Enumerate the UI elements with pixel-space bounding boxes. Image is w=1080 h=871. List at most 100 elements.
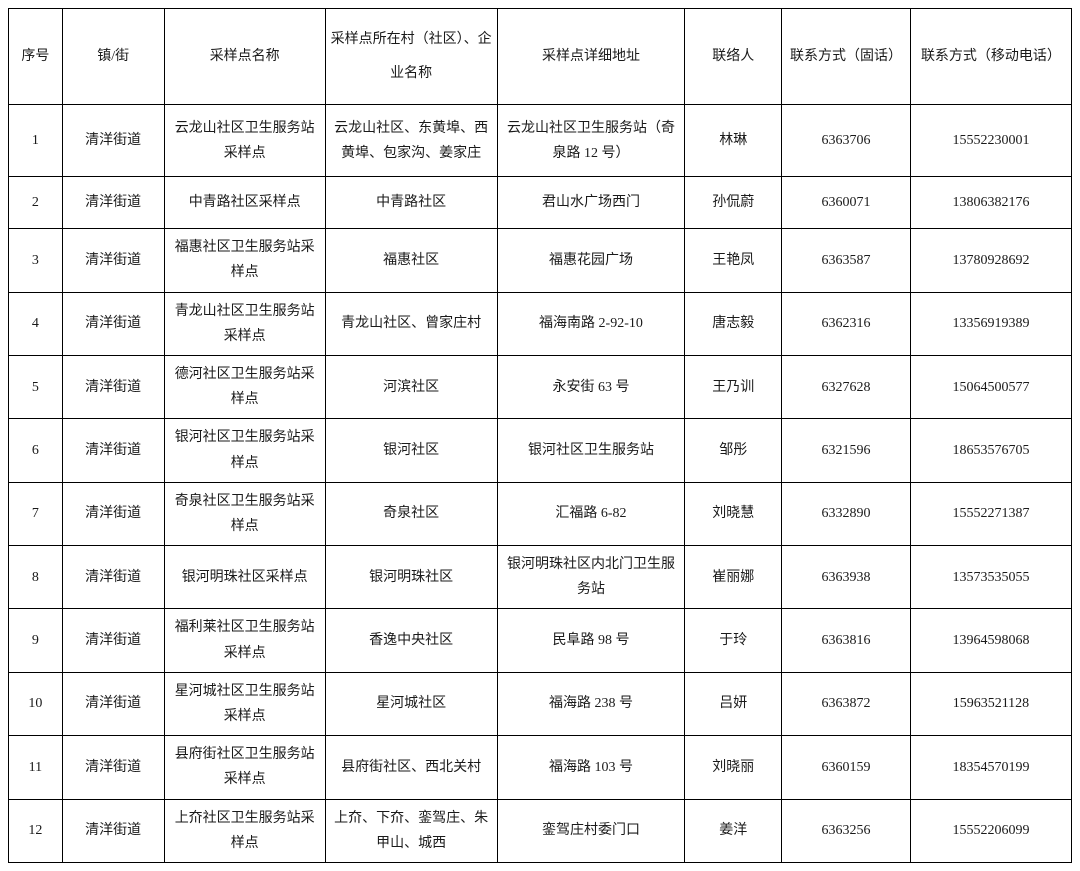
- cell-mobile: 13780928692: [910, 229, 1071, 292]
- table-row: 4清洋街道青龙山社区卫生服务站采样点青龙山社区、曾家庄村福海南路 2-92-10…: [9, 292, 1072, 355]
- cell-name: 中青路社区采样点: [164, 177, 325, 229]
- cell-name: 德河社区卫生服务站采样点: [164, 355, 325, 418]
- cell-contact: 刘晓慧: [685, 482, 782, 545]
- cell-mobile: 15963521128: [910, 672, 1071, 735]
- cell-village: 青龙山社区、曾家庄村: [325, 292, 497, 355]
- cell-contact: 孙侃蔚: [685, 177, 782, 229]
- cell-mobile: 15552271387: [910, 482, 1071, 545]
- cell-contact: 崔丽娜: [685, 546, 782, 609]
- cell-mobile: 15064500577: [910, 355, 1071, 418]
- cell-seq: 4: [9, 292, 63, 355]
- table-row: 10清洋街道星河城社区卫生服务站采样点星河城社区福海路 238 号吕妍63638…: [9, 672, 1072, 735]
- cell-seq: 9: [9, 609, 63, 672]
- cell-mobile: 18354570199: [910, 736, 1071, 799]
- cell-village: 县府街社区、西北关村: [325, 736, 497, 799]
- cell-contact: 刘晓丽: [685, 736, 782, 799]
- cell-seq: 11: [9, 736, 63, 799]
- cell-town: 清洋街道: [62, 482, 164, 545]
- table-row: 12清洋街道上夼社区卫生服务站采样点上夼、下夼、銮驾庄、朱甲山、城西銮驾庄村委门…: [9, 799, 1072, 862]
- cell-landline: 6360159: [782, 736, 911, 799]
- cell-name: 福利莱社区卫生服务站采样点: [164, 609, 325, 672]
- cell-contact: 王艳凤: [685, 229, 782, 292]
- cell-mobile: 13964598068: [910, 609, 1071, 672]
- cell-landline: 6363816: [782, 609, 911, 672]
- table-body: 1清洋街道云龙山社区卫生服务站采样点云龙山社区、东黄埠、西黄埠、包家沟、姜家庄云…: [9, 105, 1072, 863]
- cell-town: 清洋街道: [62, 419, 164, 482]
- cell-village: 河滨社区: [325, 355, 497, 418]
- cell-town: 清洋街道: [62, 177, 164, 229]
- cell-town: 清洋街道: [62, 355, 164, 418]
- cell-landline: 6363938: [782, 546, 911, 609]
- cell-name: 云龙山社区卫生服务站采样点: [164, 105, 325, 177]
- cell-village: 银河社区: [325, 419, 497, 482]
- cell-town: 清洋街道: [62, 229, 164, 292]
- cell-contact: 林琳: [685, 105, 782, 177]
- cell-town: 清洋街道: [62, 546, 164, 609]
- cell-address: 永安街 63 号: [497, 355, 685, 418]
- cell-landline: 6363587: [782, 229, 911, 292]
- cell-address: 君山水广场西门: [497, 177, 685, 229]
- cell-village: 星河城社区: [325, 672, 497, 735]
- cell-seq: 3: [9, 229, 63, 292]
- cell-address: 福海南路 2-92-10: [497, 292, 685, 355]
- header-address: 采样点详细地址: [497, 9, 685, 105]
- cell-village: 香逸中央社区: [325, 609, 497, 672]
- cell-seq: 2: [9, 177, 63, 229]
- table-row: 2清洋街道中青路社区采样点中青路社区君山水广场西门孙侃蔚636007113806…: [9, 177, 1072, 229]
- cell-town: 清洋街道: [62, 799, 164, 862]
- cell-address: 民阜路 98 号: [497, 609, 685, 672]
- cell-name: 银河社区卫生服务站采样点: [164, 419, 325, 482]
- cell-town: 清洋街道: [62, 736, 164, 799]
- cell-landline: 6332890: [782, 482, 911, 545]
- cell-village: 中青路社区: [325, 177, 497, 229]
- cell-landline: 6321596: [782, 419, 911, 482]
- cell-landline: 6363706: [782, 105, 911, 177]
- cell-town: 清洋街道: [62, 105, 164, 177]
- cell-contact: 吕妍: [685, 672, 782, 735]
- table-row: 11清洋街道县府街社区卫生服务站采样点县府街社区、西北关村福海路 103 号刘晓…: [9, 736, 1072, 799]
- cell-mobile: 18653576705: [910, 419, 1071, 482]
- cell-address: 福惠花园广场: [497, 229, 685, 292]
- cell-address: 银河社区卫生服务站: [497, 419, 685, 482]
- cell-village: 上夼、下夼、銮驾庄、朱甲山、城西: [325, 799, 497, 862]
- cell-name: 青龙山社区卫生服务站采样点: [164, 292, 325, 355]
- cell-village: 奇泉社区: [325, 482, 497, 545]
- cell-name: 上夼社区卫生服务站采样点: [164, 799, 325, 862]
- cell-address: 银河明珠社区内北门卫生服务站: [497, 546, 685, 609]
- cell-mobile: 13573535055: [910, 546, 1071, 609]
- cell-contact: 唐志毅: [685, 292, 782, 355]
- cell-name: 银河明珠社区采样点: [164, 546, 325, 609]
- cell-contact: 于玲: [685, 609, 782, 672]
- cell-landline: 6360071: [782, 177, 911, 229]
- cell-address: 汇福路 6-82: [497, 482, 685, 545]
- cell-contact: 姜洋: [685, 799, 782, 862]
- cell-seq: 7: [9, 482, 63, 545]
- header-name: 采样点名称: [164, 9, 325, 105]
- cell-seq: 8: [9, 546, 63, 609]
- cell-landline: 6362316: [782, 292, 911, 355]
- cell-town: 清洋街道: [62, 292, 164, 355]
- cell-village: 福惠社区: [325, 229, 497, 292]
- cell-mobile: 15552206099: [910, 799, 1071, 862]
- cell-mobile: 13356919389: [910, 292, 1071, 355]
- header-row: 序号 镇/街 采样点名称 采样点所在村（社区）、企业名称 采样点详细地址 联络人…: [9, 9, 1072, 105]
- cell-address: 福海路 238 号: [497, 672, 685, 735]
- table-row: 3清洋街道福惠社区卫生服务站采样点福惠社区福惠花园广场王艳凤6363587137…: [9, 229, 1072, 292]
- cell-address: 銮驾庄村委门口: [497, 799, 685, 862]
- table-row: 9清洋街道福利莱社区卫生服务站采样点香逸中央社区民阜路 98 号于玲636381…: [9, 609, 1072, 672]
- cell-name: 奇泉社区卫生服务站采样点: [164, 482, 325, 545]
- cell-seq: 5: [9, 355, 63, 418]
- cell-village: 云龙山社区、东黄埠、西黄埠、包家沟、姜家庄: [325, 105, 497, 177]
- cell-landline: 6363256: [782, 799, 911, 862]
- table-row: 1清洋街道云龙山社区卫生服务站采样点云龙山社区、东黄埠、西黄埠、包家沟、姜家庄云…: [9, 105, 1072, 177]
- cell-contact: 邹彤: [685, 419, 782, 482]
- table-row: 6清洋街道银河社区卫生服务站采样点银河社区银河社区卫生服务站邹彤63215961…: [9, 419, 1072, 482]
- cell-name: 福惠社区卫生服务站采样点: [164, 229, 325, 292]
- cell-town: 清洋街道: [62, 609, 164, 672]
- sampling-points-table: 序号 镇/街 采样点名称 采样点所在村（社区）、企业名称 采样点详细地址 联络人…: [8, 8, 1072, 863]
- cell-landline: 6363872: [782, 672, 911, 735]
- cell-seq: 12: [9, 799, 63, 862]
- cell-address: 云龙山社区卫生服务站（奇泉路 12 号）: [497, 105, 685, 177]
- header-contact: 联络人: [685, 9, 782, 105]
- cell-seq: 1: [9, 105, 63, 177]
